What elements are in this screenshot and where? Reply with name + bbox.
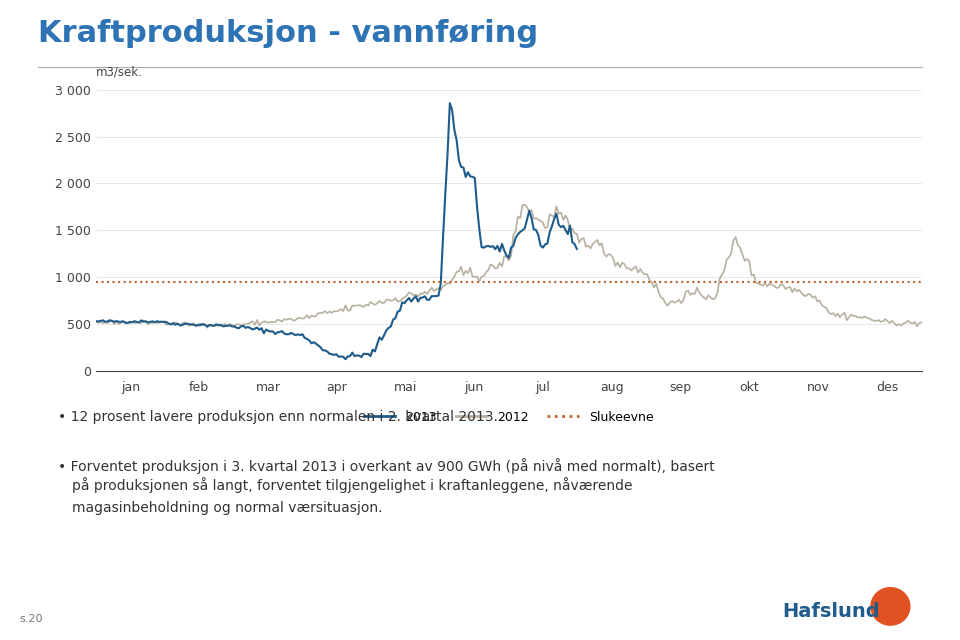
Legend: 2013, 2012, Slukeevne: 2013, 2012, Slukeevne [359,406,659,429]
Text: på produksjonen så langt, forventet tilgjengelighet i kraftanleggene, nåværende: på produksjonen så langt, forventet tilg… [72,477,633,493]
Text: magasinbeholdning og normal værsituasjon.: magasinbeholdning og normal værsituasjon… [72,501,382,515]
Text: Hafslund: Hafslund [782,602,880,621]
Text: • Forventet produksjon i 3. kvartal 2013 i overkant av 900 GWh (på nivå med norm: • Forventet produksjon i 3. kvartal 2013… [58,458,714,474]
Text: s.20: s.20 [19,614,42,624]
Circle shape [871,588,910,625]
Text: Kraftproduksjon - vannføring: Kraftproduksjon - vannføring [38,19,539,48]
Text: • 12 prosent lavere produksjon enn normalen i 2. kvartal 2013.: • 12 prosent lavere produksjon enn norma… [58,410,497,424]
Text: m3/sek.: m3/sek. [96,66,143,79]
